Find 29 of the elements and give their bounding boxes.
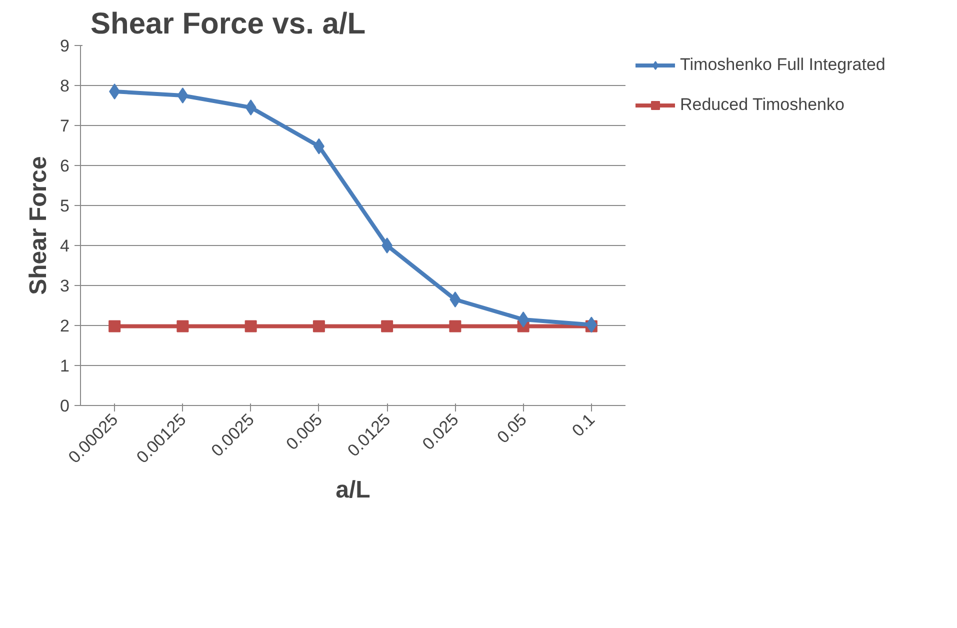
point [108,320,121,332]
y-tick-label: 9 [60,36,70,56]
point [244,320,257,332]
y-tick-label: 2 [60,316,70,336]
y-tick-label: 5 [60,196,70,216]
x-tick-label: 0.1 [568,410,599,440]
y-tick-label: 1 [60,356,70,376]
point [109,84,120,100]
y-tick-label: 6 [60,156,70,176]
y-tick-label: 3 [60,276,70,296]
legend-label: Reduced Timoshenko [680,95,844,115]
point [176,320,189,332]
x-tick-label: 0.05 [494,410,530,447]
point [177,88,188,104]
x-axis-title: a/L [336,476,370,504]
point [245,100,256,116]
point [450,292,461,308]
chart-title: Shear Force vs. a/L [90,8,366,40]
y-tick-label: 8 [60,76,70,96]
point [382,238,393,254]
y-tick-label: 4 [60,236,70,256]
y-tick-label: 7 [60,116,70,136]
legend-label: Timoshenko Full Integrated [680,55,886,75]
y-tick-label: 0 [60,396,70,416]
point [312,320,325,332]
y-axis-title: Shear Force [25,156,52,295]
point [381,320,394,332]
point [449,320,462,332]
point [518,312,529,328]
